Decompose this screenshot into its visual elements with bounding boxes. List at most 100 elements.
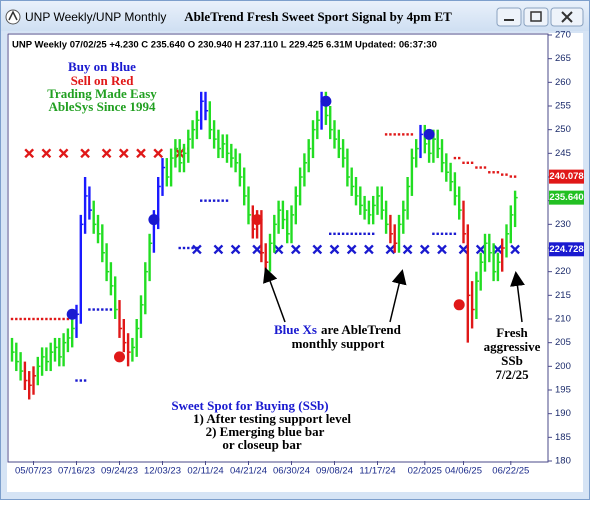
signal-circle	[251, 214, 263, 226]
y-tick-label: 200	[555, 361, 571, 372]
level-x	[458, 244, 469, 255]
y-tick-label: 195	[555, 385, 571, 396]
x-tick-label: 07/16/23	[58, 466, 95, 477]
level-x	[385, 244, 396, 255]
level-x	[312, 244, 323, 255]
x-tick-label: 06/30/24	[273, 466, 310, 477]
level-x	[192, 244, 202, 255]
signal-circle	[320, 95, 332, 107]
annotation: AbleSys Since 1994	[49, 99, 156, 114]
x-tick-label: 02/11/24	[187, 466, 223, 477]
stop-dot	[58, 317, 61, 321]
stop-dot	[389, 133, 392, 136]
y-tick-label: 220	[555, 266, 571, 277]
stop-dot	[406, 133, 409, 136]
price-tag-label: 240.078	[549, 171, 583, 182]
close-glyph	[561, 11, 573, 23]
stop-dot	[191, 246, 194, 250]
stop-dot	[363, 232, 366, 235]
x-tick-label: 09/24/23	[101, 466, 138, 477]
stop-dot	[453, 232, 457, 235]
stop-dot	[92, 308, 95, 311]
x-tick-label: 05/07/23	[15, 466, 52, 477]
x-tick-label: 09/08/24	[316, 466, 353, 477]
level-x	[437, 244, 447, 255]
annotation: Buy on Blue	[68, 59, 136, 74]
stop-dot	[329, 232, 332, 235]
stop-dot	[109, 308, 113, 311]
y-tick-label: 205	[555, 337, 571, 348]
level-x	[118, 148, 129, 159]
level-x	[475, 244, 486, 255]
annotation: Sweet Spot for Buying (SSb)	[171, 398, 328, 413]
stop-dot	[354, 232, 358, 235]
level-x	[136, 148, 146, 159]
annotation: 1) After testing support level	[193, 411, 351, 426]
y-tick-label: 185	[555, 432, 571, 443]
price-tag-label: 224.728	[549, 244, 583, 255]
stop-dot	[410, 133, 414, 136]
stop-dot	[178, 246, 181, 250]
stop-dot	[208, 199, 211, 202]
level-x	[329, 244, 340, 255]
y-tick-label: 250	[555, 124, 571, 135]
stop-dot	[28, 317, 31, 321]
annotation: Sell on Red	[71, 73, 135, 88]
stop-dot	[496, 171, 500, 174]
stop-dot	[436, 232, 439, 235]
stop-dot	[182, 246, 186, 250]
stop-dot	[23, 317, 27, 321]
maximize-button[interactable]	[523, 7, 549, 27]
price-tag	[549, 242, 584, 257]
signal-circle	[114, 351, 125, 363]
quote-header: UNP Weekly 07/02/25 +4.230 C 235.640 O 2…	[12, 40, 437, 51]
stop-dot	[372, 232, 375, 235]
annotation: 7/2/25	[495, 367, 529, 382]
stop-dot	[53, 317, 57, 321]
level-x	[41, 148, 52, 159]
price-tag	[549, 190, 584, 205]
annotation: Blue Xs are AbleTrend	[274, 322, 402, 337]
stop-dot	[10, 317, 14, 321]
stop-dot	[397, 133, 401, 136]
y-tick-label: 245	[555, 148, 571, 159]
stop-dot	[204, 199, 207, 202]
stop-dot	[221, 199, 224, 202]
annotation: Trading Made Easy	[47, 86, 157, 101]
arrow	[510, 271, 525, 323]
stop-dot	[505, 173, 508, 176]
stop-dot	[66, 317, 70, 321]
annotation: Blue Xs	[274, 322, 317, 337]
stop-dot	[501, 173, 504, 176]
stop-dot	[488, 171, 491, 174]
level-x	[273, 244, 284, 255]
y-tick-label: 180	[555, 456, 571, 467]
y-tick-label: 190	[555, 408, 571, 419]
minimize-button[interactable]	[496, 7, 522, 27]
stop-dot	[509, 175, 512, 178]
stop-dot	[367, 232, 371, 235]
stop-dot	[49, 317, 52, 321]
stop-dot	[19, 317, 22, 321]
stop-dot	[341, 232, 345, 235]
stop-dot	[445, 232, 448, 235]
chart-title: AbleTrend Fresh Sweet Sport Signal by 4p…	[184, 9, 452, 24]
stop-dot	[513, 175, 517, 178]
level-x	[80, 148, 90, 159]
stop-dot	[475, 166, 478, 169]
stop-dot	[462, 161, 465, 164]
stop-dot	[466, 161, 469, 164]
maximize-glyph	[530, 11, 542, 22]
level-x	[493, 244, 503, 255]
x-tick-label: 04/21/24	[230, 466, 267, 477]
level-x	[419, 244, 430, 255]
signal-circle	[66, 308, 78, 320]
app-icon	[5, 9, 21, 25]
stop-dot	[402, 133, 405, 136]
level-x	[58, 148, 69, 159]
level-x	[402, 244, 413, 255]
signal-circle	[453, 299, 465, 311]
stop-dot	[62, 317, 65, 321]
annotation: or closeup bar	[222, 437, 301, 452]
stop-dot	[346, 232, 349, 235]
